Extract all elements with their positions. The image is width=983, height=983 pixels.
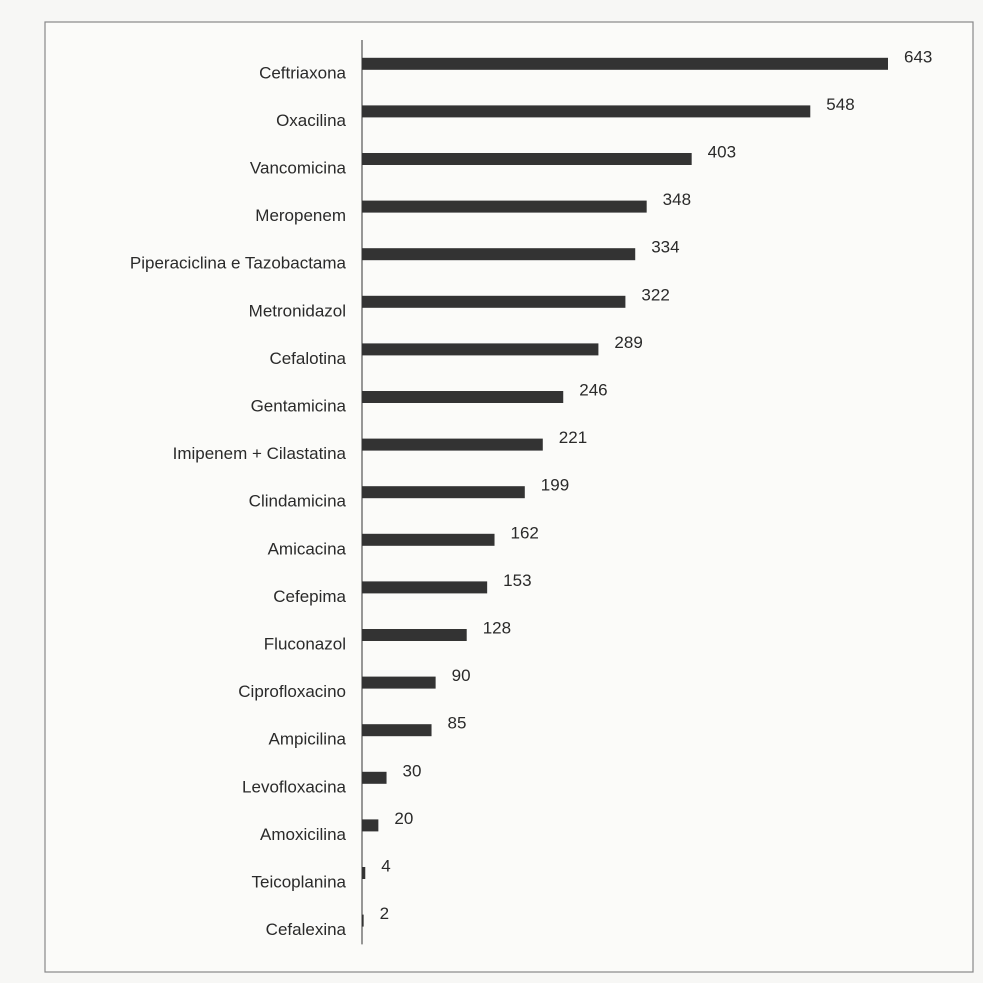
value-label: 221 (559, 428, 587, 447)
bar (362, 343, 599, 356)
value-label: 2 (380, 904, 389, 923)
value-label: 90 (452, 666, 471, 685)
category-label: Ceftriaxona (259, 63, 346, 82)
value-label: 20 (394, 809, 413, 828)
bar (362, 57, 888, 70)
category-label: Fluconazol (264, 634, 346, 653)
value-label: 289 (614, 333, 642, 352)
value-label: 348 (663, 190, 691, 209)
bar (362, 486, 525, 499)
bar (362, 248, 636, 261)
value-label: 162 (511, 523, 539, 542)
category-label: Teicoplanina (251, 872, 346, 891)
bar (362, 153, 692, 165)
category-label: Cefalotina (269, 349, 346, 368)
value-label: 128 (483, 618, 511, 637)
category-label: Gentamicina (251, 396, 347, 415)
category-label: Cefalexina (266, 920, 347, 939)
bar (362, 629, 467, 641)
category-label: Levofloxacina (242, 777, 347, 796)
bar (362, 771, 387, 784)
category-label: Amicacina (268, 539, 347, 558)
category-label: Piperaciclina e Tazobactama (130, 254, 347, 273)
category-label: Amoxicilina (260, 825, 347, 844)
bar (362, 105, 811, 118)
value-label: 153 (503, 571, 531, 590)
category-label: Imipenem + Cilastatina (173, 444, 347, 463)
category-label: Ciprofloxacino (238, 682, 346, 701)
category-label: Ampicilina (269, 730, 347, 749)
value-label: 334 (651, 238, 679, 257)
bar (362, 533, 495, 546)
bar (362, 295, 626, 308)
value-label: 246 (579, 380, 607, 399)
category-label: Oxacilina (276, 111, 346, 130)
value-label: 4 (381, 856, 390, 875)
bar (362, 200, 647, 213)
value-label: 643 (904, 47, 932, 66)
category-label: Meropenem (255, 206, 346, 225)
bar (362, 438, 543, 451)
category-label: Vancomicina (250, 158, 347, 177)
category-label: Metronidazol (249, 301, 346, 320)
bar (362, 581, 488, 594)
bar (362, 914, 364, 927)
value-label: 322 (641, 285, 669, 304)
value-label: 403 (708, 142, 736, 161)
bar (362, 867, 366, 879)
bar (362, 819, 379, 832)
value-label: 85 (448, 714, 467, 733)
value-label: 30 (403, 761, 422, 780)
value-label: 548 (826, 95, 854, 114)
bar (362, 676, 436, 689)
category-label: Cefepima (273, 587, 346, 606)
bar (362, 724, 432, 737)
category-label: Clindamicina (249, 492, 347, 511)
bar (362, 391, 564, 403)
value-label: 199 (541, 476, 569, 495)
